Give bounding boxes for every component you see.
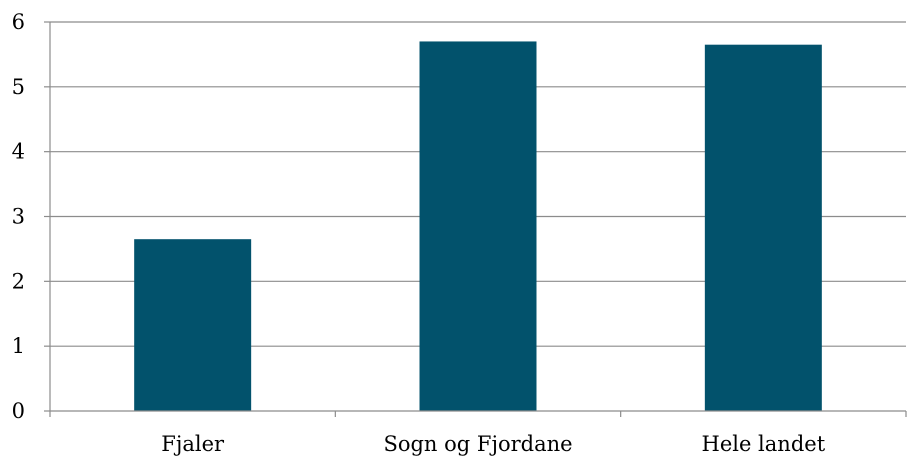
y-tick-label: 2 <box>12 269 25 293</box>
y-tick-label: 3 <box>12 205 25 229</box>
y-tick-label: 5 <box>12 75 25 99</box>
y-tick-labels: 0 1 2 3 4 5 6 <box>12 10 25 423</box>
y-tick-label: 4 <box>12 140 25 164</box>
x-tick-label: Fjaler <box>161 432 225 456</box>
x-tick-label: Sogn og Fjordane <box>383 432 572 456</box>
bars <box>134 41 822 412</box>
axes <box>44 21 907 417</box>
y-tick-label: 1 <box>12 334 25 358</box>
bar-hele-landet <box>704 44 822 412</box>
x-tick-label: Hele landet <box>702 432 826 456</box>
x-tick-labels: Fjaler Sogn og Fjordane Hele landet <box>161 432 825 456</box>
y-tick-label: 6 <box>12 10 25 34</box>
y-tick-label: 0 <box>12 399 25 423</box>
bar-sogn-og-fjordane <box>419 41 537 411</box>
bar-fjaler <box>134 239 252 411</box>
